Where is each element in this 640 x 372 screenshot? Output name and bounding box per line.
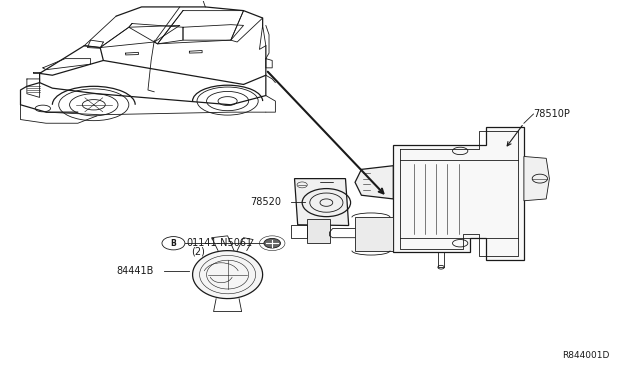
Polygon shape [355, 166, 394, 199]
Polygon shape [524, 157, 549, 201]
Text: 01141-N5061: 01141-N5061 [186, 238, 252, 248]
Text: (2): (2) [191, 247, 205, 257]
Text: 78520: 78520 [250, 196, 281, 206]
Polygon shape [355, 217, 394, 251]
Polygon shape [193, 251, 262, 299]
Polygon shape [294, 179, 349, 225]
Circle shape [264, 238, 280, 248]
Text: 84441B: 84441B [116, 266, 154, 276]
Polygon shape [307, 219, 330, 243]
Polygon shape [394, 127, 524, 260]
Text: B: B [171, 239, 176, 248]
Text: R844001D: R844001D [563, 350, 610, 360]
Text: 78510P: 78510P [534, 109, 570, 119]
